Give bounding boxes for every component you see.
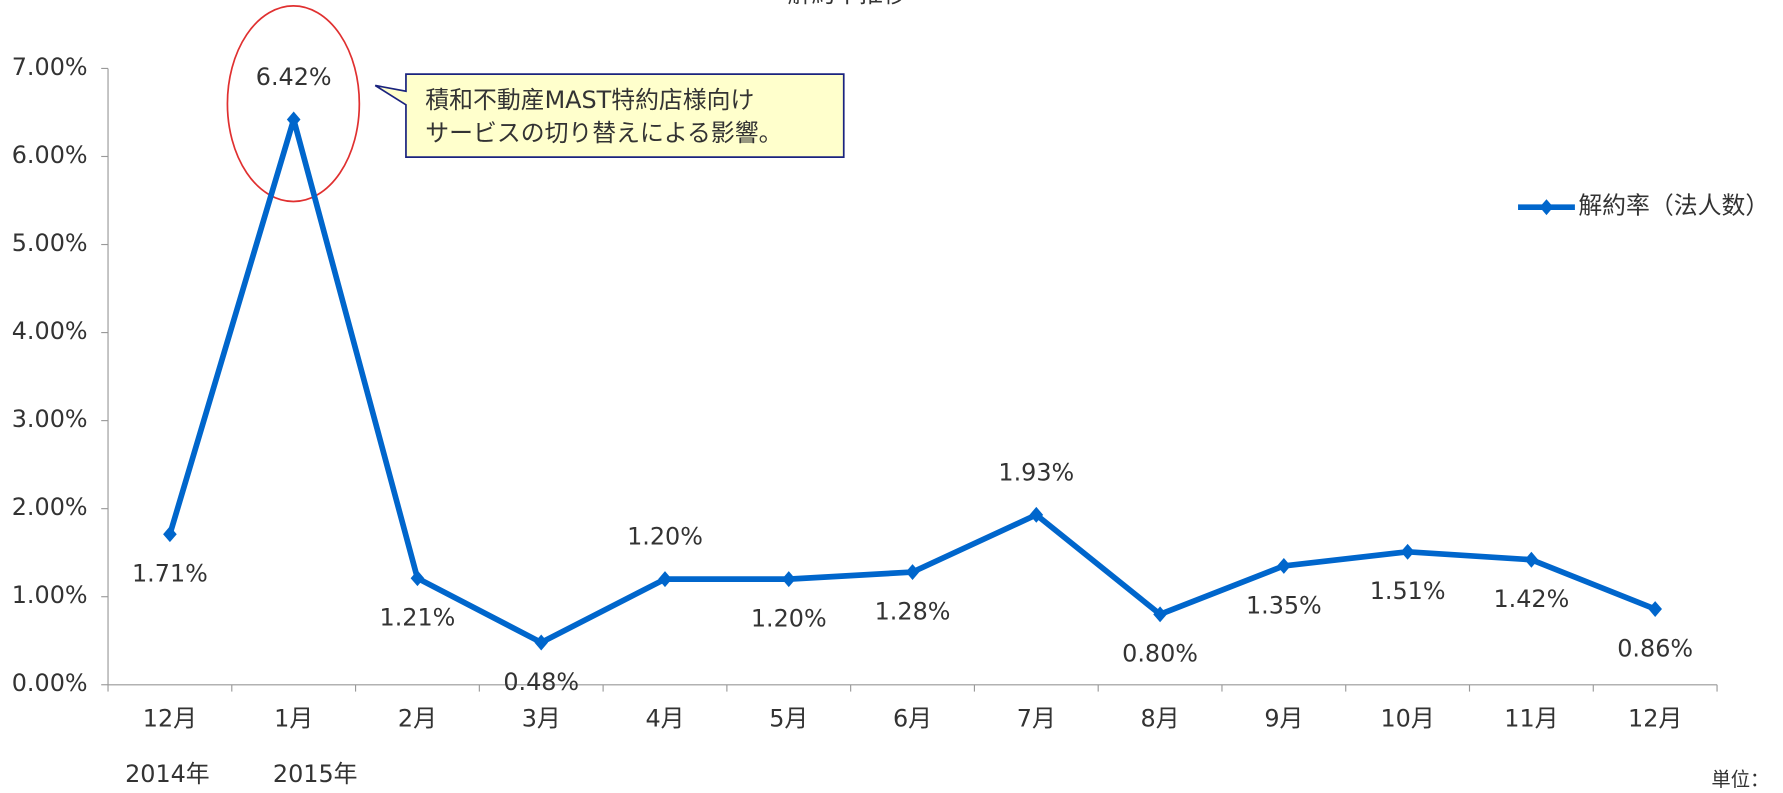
y-tick-label: 7.00% [12,53,88,81]
x-tick-label: 6月 [893,705,932,733]
data-label: 1.20% [627,523,703,551]
y-tick-label: 2.00% [12,493,88,521]
y-tick-label: 5.00% [12,229,88,257]
marker [781,571,796,588]
y-tick-label: 4.00% [12,317,88,345]
unit-label: 単位： [1711,768,1769,791]
data-label: 1.71% [132,560,208,588]
x-tick-label: 12月 [143,705,197,733]
data-label: 0.86% [1617,634,1693,662]
marker [410,570,425,587]
y-tick-label: 6.00% [12,141,88,169]
callout-text: 積和不動産MAST特約店様向け [425,86,754,114]
data-label: 1.42% [1493,585,1569,613]
y-tick-label: 3.00% [12,405,88,433]
data-label: 1.28% [875,597,951,625]
marker [163,526,177,543]
data-label: 1.35% [1246,591,1322,619]
callout-text: サービスの切り替えによる影響。 [425,119,782,147]
marker [905,564,920,581]
y-tick-label: 1.00% [12,581,88,609]
marker [1524,551,1539,568]
marker [286,111,301,128]
marker [1648,601,1662,618]
x-tick-label: 4月 [645,705,684,733]
legend-label: 解約率（法人数） [1578,192,1769,220]
x-tick-label: 3月 [522,705,561,733]
marker [1277,557,1291,574]
line [167,116,1657,646]
data-label: 1.21% [380,604,456,632]
data-label: 1.93% [998,458,1074,486]
year-label: 2014年 [125,760,210,788]
x-tick-label: 12月 [1628,705,1682,733]
y-tick-label: 0.00% [12,669,88,697]
x-tick-label: 8月 [1141,705,1180,733]
x-tick-label: 1月 [274,705,313,733]
x-tick-label: 10月 [1381,705,1435,733]
data-label: 1.51% [1370,577,1446,605]
data-label: 0.48% [503,668,579,696]
legend-marker [1539,199,1554,216]
data-label: 6.42% [256,63,332,91]
callout-box [374,73,845,158]
data-label: 0.80% [1122,640,1198,668]
x-tick-label: 7月 [1017,705,1056,733]
year-label: 2015年 [273,760,358,788]
x-tick-label: 11月 [1504,705,1558,733]
data-label: 1.20% [751,605,827,633]
marker [1400,543,1415,560]
x-tick-label: 9月 [1264,705,1303,733]
x-tick-label: 5月 [769,705,808,733]
chart-title: 解約率推移 [788,0,907,8]
x-tick-label: 2月 [398,705,437,733]
highlight-ellipse [226,5,361,203]
marker [1029,506,1044,523]
